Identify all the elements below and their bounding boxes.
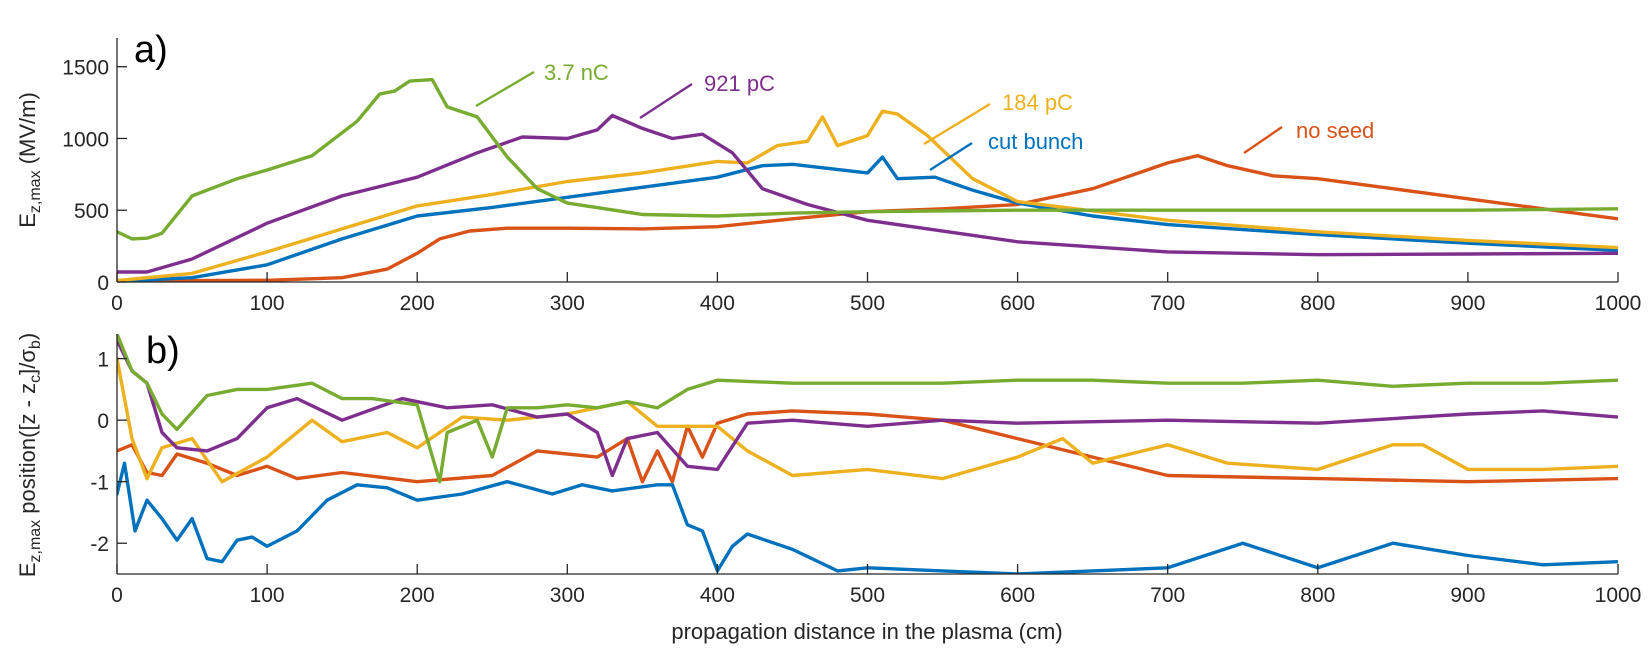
x-tick-label: 100 — [250, 292, 285, 315]
series-line-921-pc — [117, 113, 1618, 274]
panel-b: 0 100 200 300 400 500 600 700 800 900 1000 -2 -1 0 1 b… — [15, 330, 1641, 644]
ylabel-b-end: ) — [15, 333, 40, 340]
x-tick-label: 700 — [1150, 292, 1185, 315]
x-tick-label: 600 — [1000, 584, 1035, 607]
series-line-184-pc — [117, 356, 1618, 484]
x-tick-label: 300 — [550, 584, 585, 607]
panel-b-series — [117, 334, 1618, 574]
panel-b-label: b) — [146, 330, 180, 372]
annotation-label: no seed — [1296, 118, 1374, 143]
panel-a: 0 100 200 300 400 500 600 700 800 900 1000 0 500 1000… — [15, 29, 1641, 315]
x-tick-label: 800 — [1300, 292, 1335, 315]
x-tick-label: 0 — [111, 584, 123, 607]
panel-a-label: a) — [134, 29, 168, 71]
y-tick-label: -2 — [90, 533, 109, 556]
series-line-cut-bunch — [117, 155, 1618, 282]
annotation-leader — [1243, 126, 1283, 154]
panel-a-series — [117, 77, 1618, 282]
ylabel-a-unit: (MV/m) — [15, 92, 40, 170]
x-tick-label: 400 — [700, 584, 735, 607]
series-line-cut-bunch — [117, 461, 1618, 574]
x-tick-label: 600 — [1000, 292, 1035, 315]
ylabel-a-main: E — [15, 213, 40, 228]
x-tick-label: 100 — [250, 584, 285, 607]
annotation-label: 3.7 nC — [544, 60, 609, 85]
panel-a-annotations: no seed cut bunch 184 pC 921 pC 3.7 nC — [475, 60, 1374, 172]
ylabel-b-main: E — [15, 562, 40, 577]
y-tick-label: 1500 — [62, 57, 109, 80]
annotation-leader — [639, 82, 693, 120]
x-tick-label: 800 — [1300, 584, 1335, 607]
x-tick-label: 1000 — [1595, 584, 1642, 607]
x-tick-label: 1000 — [1595, 292, 1642, 315]
series-line-921-pc — [117, 338, 1618, 478]
y-tick-label: 500 — [74, 200, 109, 223]
ylabel-b-sub3: b — [27, 340, 44, 349]
series-line-3-7-nc — [117, 77, 1618, 241]
y-tick-label: 1 — [97, 349, 109, 372]
x-tick-label: 200 — [400, 584, 435, 607]
x-tick-label: 500 — [850, 292, 885, 315]
ylabel-b-mid: position([z - z — [15, 383, 40, 520]
series-line-3-7-nc — [117, 334, 1618, 484]
x-tick-label: 900 — [1450, 584, 1485, 607]
ylabel-b-sub2: c — [27, 375, 44, 383]
panel-b-xlabel: propagation distance in the plasma (cm) — [671, 619, 1062, 644]
y-tick-label: -1 — [90, 472, 109, 495]
x-tick-label: 700 — [1150, 584, 1185, 607]
x-tick-label: 400 — [700, 292, 735, 315]
ylabel-b-tail: ]/σ — [15, 349, 40, 375]
annotation-label: cut bunch — [988, 129, 1083, 154]
x-tick-label: 900 — [1450, 292, 1485, 315]
annotation-leader — [929, 141, 973, 172]
panel-a-axes: 0 100 200 300 400 500 600 700 800 900 1000 0 500 1000… — [62, 38, 1641, 315]
annotation-label: 184 pC — [1002, 90, 1073, 115]
panel-b-axes: 0 100 200 300 400 500 600 700 800 900 1000 -2 -1 0 1 — [90, 334, 1641, 607]
y-tick-label: 0 — [97, 410, 109, 433]
x-tick-label: 500 — [850, 584, 885, 607]
ylabel-a-sub: z,max — [27, 170, 44, 213]
series-line-184-pc — [117, 109, 1618, 282]
ylabel-b-sub1: z,max — [27, 520, 44, 563]
annotation-leader — [923, 102, 991, 146]
annotation-leader — [475, 70, 535, 108]
panel-a-ylabel: Ez,max (MV/m) — [15, 92, 44, 228]
annotation-label: 921 pC — [704, 71, 775, 96]
panel-b-ylabel: Ez,max position([z - zc]/σb) — [15, 333, 44, 577]
y-tick-label: 1000 — [62, 128, 109, 151]
x-tick-label: 200 — [400, 292, 435, 315]
y-tick-label: 0 — [97, 272, 109, 295]
x-tick-label: 300 — [550, 292, 585, 315]
x-tick-label: 0 — [111, 292, 123, 315]
series-line-no-seed — [117, 154, 1618, 282]
